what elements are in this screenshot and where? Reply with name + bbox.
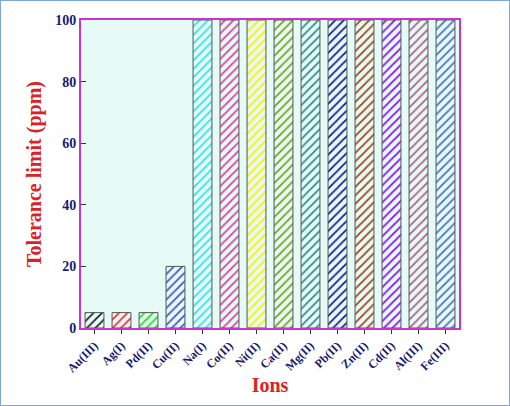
- svg-text:40: 40: [62, 198, 76, 213]
- svg-text:Au(III): Au(III): [65, 339, 101, 375]
- svg-text:Cd(II): Cd(II): [365, 339, 398, 372]
- svg-text:60: 60: [62, 136, 76, 151]
- svg-text:Ions: Ions: [252, 374, 289, 396]
- svg-text:Ni(II): Ni(II): [232, 339, 263, 370]
- svg-text:Cu(II): Cu(II): [149, 339, 182, 372]
- svg-text:Ca(II): Ca(II): [257, 339, 290, 372]
- svg-text:Al(III): Al(III): [391, 339, 425, 373]
- svg-text:Na(I): Na(I): [180, 339, 209, 368]
- svg-text:20: 20: [62, 259, 76, 274]
- svg-text:0: 0: [69, 321, 76, 336]
- svg-text:Ag(I): Ag(I): [99, 339, 128, 368]
- svg-text:Tolerance limit (ppm): Tolerance limit (ppm): [23, 81, 46, 267]
- svg-text:100: 100: [55, 13, 76, 28]
- svg-text:Co(II): Co(II): [203, 339, 236, 372]
- svg-text:Pb(II): Pb(II): [312, 339, 344, 371]
- svg-text:Pd(II): Pd(II): [123, 339, 155, 371]
- svg-text:Mg(II): Mg(II): [282, 339, 316, 373]
- svg-text:80: 80: [62, 75, 76, 90]
- svg-text:Fe(III): Fe(III): [417, 339, 451, 373]
- svg-text:Zn(II): Zn(II): [338, 339, 371, 372]
